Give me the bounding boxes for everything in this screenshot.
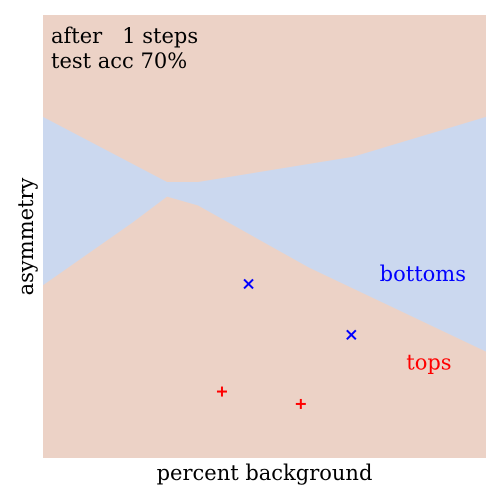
steps-annotation: after 1 steps: [51, 24, 198, 48]
data-points: [216, 278, 357, 409]
bottoms-label: bottoms: [380, 262, 466, 286]
bottoms-point: [243, 278, 254, 290]
bottoms-point: [346, 329, 357, 341]
tops-point: [295, 398, 306, 409]
accuracy-annotation: test acc 70%: [51, 49, 187, 73]
bottoms-region: [43, 116, 486, 352]
plot-area: [43, 15, 486, 458]
y-axis-label: asymmetry: [14, 177, 38, 295]
x-axis-label: percent background: [157, 461, 373, 485]
tops-point: [216, 386, 227, 397]
tops-label: tops: [406, 350, 451, 374]
